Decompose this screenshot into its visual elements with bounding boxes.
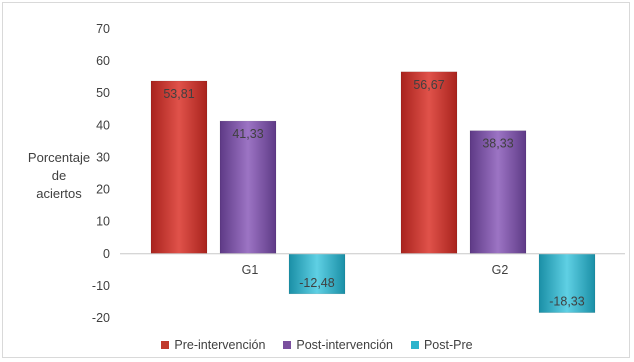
y-tick-label: 60 xyxy=(96,54,110,68)
category-label: G1 xyxy=(242,263,259,277)
data-label: 53,81 xyxy=(163,87,194,101)
y-tick-label: 70 xyxy=(96,22,110,36)
bar-g2-series-2 xyxy=(538,253,596,313)
bar-g1-series-0 xyxy=(150,80,208,255)
y-tick-label: -10 xyxy=(92,279,110,293)
y-tick-label: 0 xyxy=(103,247,110,261)
legend-label-pre: Pre-intervención xyxy=(174,338,266,352)
data-label: 41,33 xyxy=(232,127,263,141)
legend: Pre-intervención Post-intervención Post-… xyxy=(0,338,634,352)
y-tick-label: 10 xyxy=(96,215,110,229)
y-axis-label-line-1: Porcentaje xyxy=(27,150,91,165)
category-label: G2 xyxy=(492,263,509,277)
data-label: -18,33 xyxy=(549,295,584,309)
bar-g1-series-2 xyxy=(288,253,346,295)
legend-item-pre: Pre-intervención xyxy=(161,338,265,352)
y-tick-label: 20 xyxy=(96,183,110,197)
y-axis-label-line-3: aciertos xyxy=(36,186,82,201)
legend-swatch-pre xyxy=(161,341,170,349)
legend-swatch-post xyxy=(283,341,292,349)
data-label: 56,67 xyxy=(413,78,444,92)
y-tick-label: 30 xyxy=(96,150,110,164)
y-axis-label-line-2: de xyxy=(51,168,67,183)
bar-g2-series-0 xyxy=(400,71,458,255)
y-tick-label: 40 xyxy=(96,118,110,132)
legend-label-post: Post-intervención xyxy=(296,338,393,352)
data-label: -12,48 xyxy=(299,276,334,290)
legend-label-postpre: Post-Pre xyxy=(423,338,473,352)
y-tick-label: -20 xyxy=(92,311,110,325)
bar-g2-series-1 xyxy=(469,130,527,255)
data-label: 38,33 xyxy=(482,137,513,151)
legend-item-postpre: Post-Pre xyxy=(410,338,473,352)
bar-g1-series-1 xyxy=(219,120,277,255)
y-tick-label: 50 xyxy=(96,86,110,100)
legend-swatch-postpre xyxy=(410,341,419,349)
legend-item-post: Post-intervención xyxy=(283,338,393,352)
